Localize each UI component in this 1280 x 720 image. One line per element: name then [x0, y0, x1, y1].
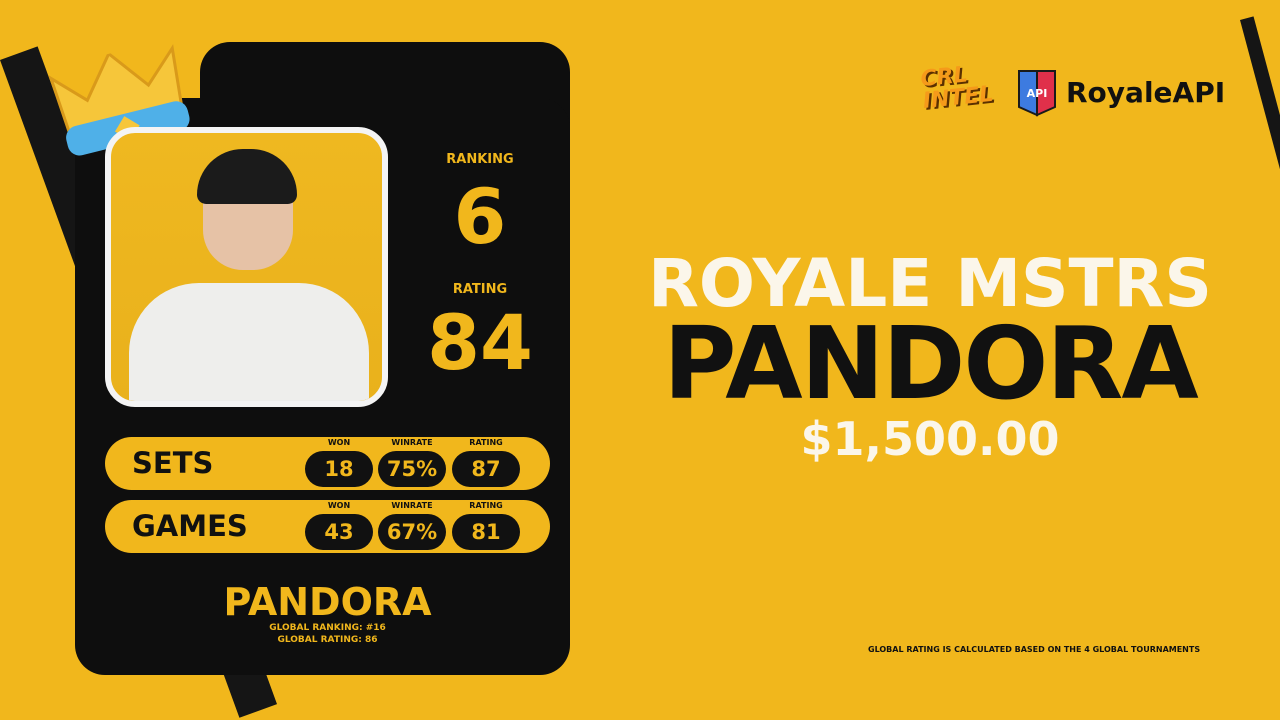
crl-intel-logo: CRL INTEL	[919, 62, 995, 115]
sets-won: 18	[305, 451, 373, 487]
prize-amount: $1,500.00	[800, 412, 1060, 466]
games-row: GAMES WON WINRATE RATING 43 67% 81	[105, 500, 550, 553]
won-label: WON	[327, 438, 351, 447]
global-rating: GLOBAL RATING: 86	[277, 635, 378, 645]
games-won: 43	[305, 514, 373, 550]
royaleapi-shield-icon: API	[1018, 70, 1056, 117]
global-ranking: GLOBAL RANKING: #16	[269, 623, 386, 633]
rating-label: RATING	[452, 282, 508, 297]
footnote: GLOBAL RATING IS CALCULATED BASED ON THE…	[868, 645, 1201, 654]
rating-value: 84	[427, 298, 533, 387]
ranking-value: 6	[453, 172, 507, 261]
winrate-label: WINRATE	[391, 438, 433, 447]
sets-winrate: 75%	[378, 451, 446, 487]
svg-text:API: API	[1027, 87, 1048, 100]
ranking-label: RANKING	[446, 152, 514, 167]
rating-label: RATING	[469, 501, 503, 510]
royaleapi-logo-text: RoyaleAPI	[1066, 76, 1226, 109]
rating-label: RATING	[469, 438, 503, 447]
player-name: PANDORA	[223, 580, 432, 624]
sets-label: SETS	[132, 446, 214, 480]
sets-rating: 87	[452, 451, 520, 487]
background-stripe	[1240, 16, 1280, 214]
sets-row: SETS WON WINRATE RATING 18 75% 87	[105, 437, 550, 490]
games-label: GAMES	[132, 509, 248, 543]
won-label: WON	[327, 501, 351, 510]
games-rating: 81	[452, 514, 520, 550]
event-title: ROYALE MSTRS	[648, 245, 1212, 322]
player-photo	[105, 127, 388, 407]
headline-player: PANDORA	[663, 305, 1199, 422]
winrate-label: WINRATE	[391, 501, 433, 510]
games-winrate: 67%	[378, 514, 446, 550]
player-shirt	[129, 283, 369, 401]
player-hair	[197, 149, 297, 204]
